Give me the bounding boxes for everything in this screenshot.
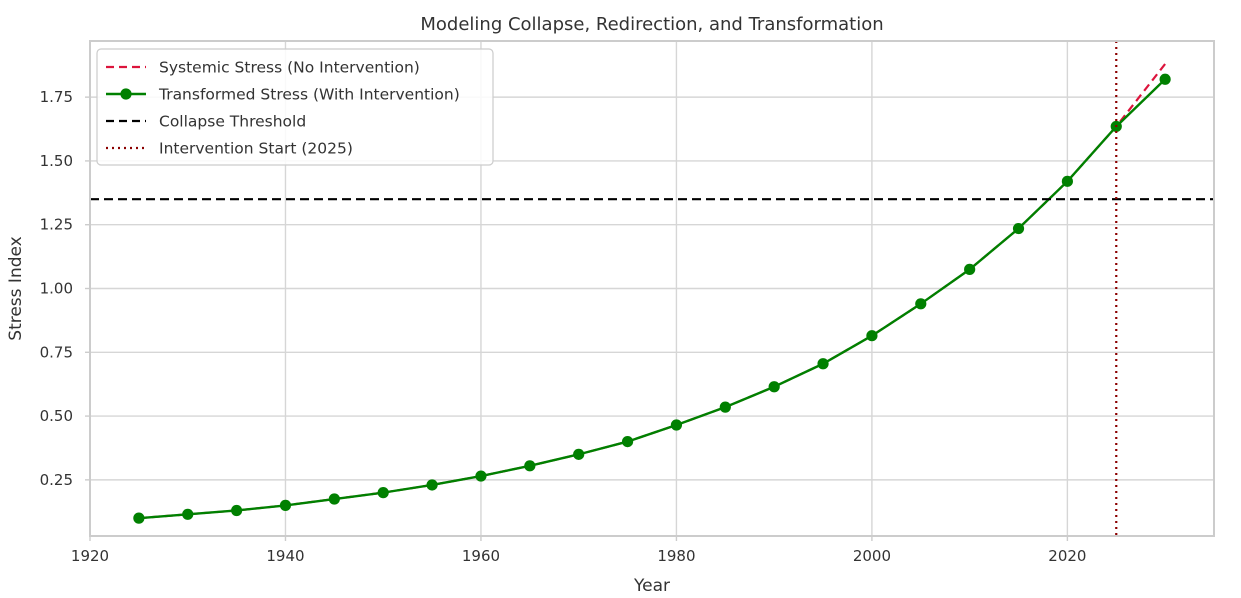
data-point-with-intervention	[475, 470, 487, 482]
y-tick-label: 0.25	[40, 471, 73, 489]
y-tick-label: 1.75	[40, 88, 73, 106]
data-point-with-intervention	[670, 419, 683, 431]
data-point-with-intervention	[279, 499, 292, 511]
legend-label: Systemic Stress (No Intervention)	[159, 59, 420, 77]
data-point-with-intervention	[426, 479, 438, 491]
x-tick-label: 1980	[657, 547, 695, 565]
y-tick-label: 1.00	[40, 280, 73, 298]
y-tick-label: 0.75	[40, 343, 73, 361]
x-tick-label: 2000	[853, 547, 891, 565]
data-point-with-intervention	[524, 460, 536, 472]
legend: Systemic Stress (No Intervention) Transfo…	[96, 48, 494, 166]
chart-title: Modeling Collapse, Redirection, and Tran…	[420, 14, 883, 35]
x-axis-title: Year	[633, 576, 670, 596]
data-point-with-intervention	[182, 508, 194, 520]
data-point-with-intervention	[621, 435, 634, 448]
plot-frame	[89, 40, 1215, 537]
data-point-with-intervention	[866, 330, 878, 342]
data-point-with-intervention	[231, 504, 243, 517]
data-point-with-intervention	[768, 381, 780, 393]
data-point-with-intervention	[719, 401, 731, 413]
x-tick-label: 1940	[266, 547, 304, 565]
legend-label: Transformed Stress (With Intervention)	[158, 86, 460, 104]
data-point-with-intervention	[1012, 222, 1025, 235]
x-tick-label: 1920	[71, 547, 109, 565]
data-point-with-intervention	[915, 298, 927, 310]
data-point-with-intervention	[817, 358, 829, 370]
y-tick-label: 0.50	[40, 407, 73, 425]
data-point-with-intervention	[573, 448, 585, 460]
x-tick-label: 2020	[1048, 547, 1086, 565]
data-point-with-intervention	[328, 493, 340, 505]
legend-label: Collapse Threshold	[159, 113, 306, 131]
data-point-with-intervention	[1159, 73, 1171, 85]
reference-lines	[90, 41, 1214, 536]
data-point-with-intervention	[377, 487, 389, 499]
legend-label: Intervention Start (2025)	[159, 140, 353, 158]
legend-box	[96, 48, 494, 166]
series-line-with-intervention	[138, 78, 1166, 520]
data-point-with-intervention	[964, 263, 976, 275]
series	[133, 63, 1171, 524]
data-point-with-intervention	[133, 512, 145, 524]
data-point-with-intervention	[1061, 175, 1073, 187]
axes: 1920 1940 1960 1980 2000 2020 0.25 0.50 0.75 1.00…	[40, 88, 1087, 565]
legend-marker	[120, 88, 132, 100]
y-tick-label: 1.25	[40, 216, 73, 234]
x-tick-label: 1960	[462, 547, 500, 565]
y-axis-title: Stress Index	[6, 236, 26, 340]
y-tick-label: 1.50	[40, 152, 73, 170]
